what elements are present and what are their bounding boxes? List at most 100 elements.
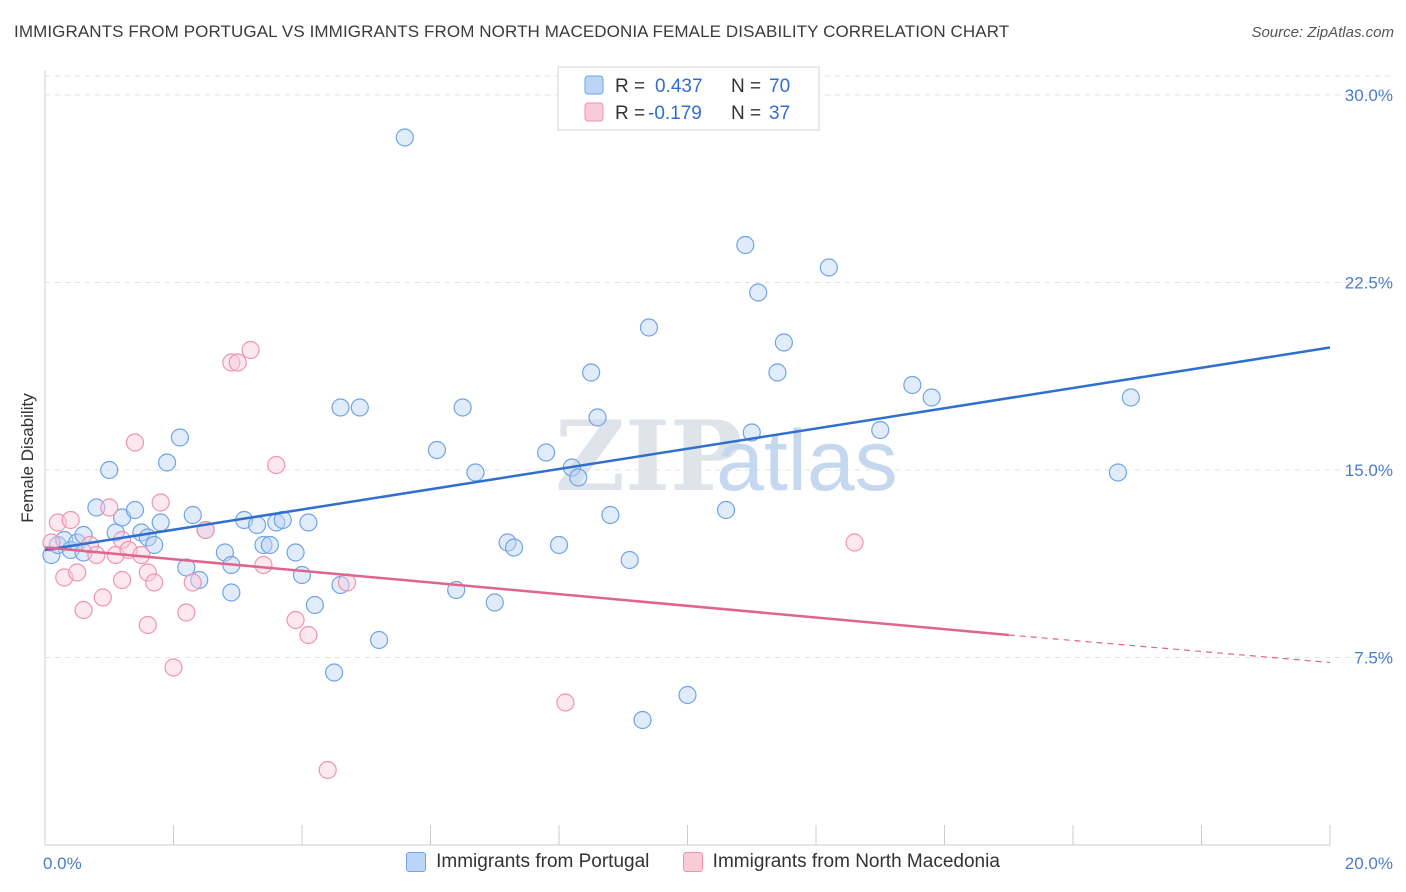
- portugal-point-48: [537, 443, 556, 462]
- portugal-point-64: [774, 333, 793, 352]
- north-macedonia-point-30: [299, 625, 318, 645]
- source-label: Source: ZipAtlas.com: [1251, 24, 1394, 41]
- y-tick-label-3: 30.0%: [1345, 86, 1393, 105]
- north-macedonia-point-12: [112, 570, 132, 590]
- legend-n-value-1: 70: [769, 76, 790, 97]
- north-macedonia-point-28: [267, 455, 286, 475]
- portugal-point-51: [569, 468, 588, 487]
- portugal-point-66: [871, 420, 890, 440]
- x-tick-labels: 0.0% 20.0%: [43, 854, 1393, 873]
- portugal-point-31: [286, 543, 305, 562]
- portugal-point-26: [247, 515, 267, 535]
- y-tick-label-0: 7.5%: [1354, 649, 1393, 668]
- legend-n-value-2: 37: [769, 103, 790, 124]
- legend-r-value-1: 0.437: [655, 76, 703, 97]
- series-portugal-points: [42, 128, 1140, 730]
- north-macedonia-point-20: [164, 658, 183, 677]
- grid-lines: [45, 75, 1395, 658]
- portugal-point-38: [350, 398, 369, 417]
- portugal-point-7: [87, 498, 106, 517]
- portugal-point-19: [183, 505, 202, 525]
- legend-label-north-macedonia: Immigrants from North Macedonia: [712, 851, 1000, 872]
- y-axis-title: Female Disability: [18, 393, 37, 523]
- trend-lines: [44, 346, 1331, 664]
- portugal-point-15: [151, 513, 170, 532]
- portugal-point-33: [299, 513, 318, 532]
- x-tick-label-1: 20.0%: [1345, 854, 1393, 873]
- north-macedonia-point-25: [228, 353, 247, 372]
- north-macedonia-point-5: [74, 600, 93, 620]
- portugal-point-41: [427, 440, 447, 460]
- portugal-point-44: [466, 463, 485, 482]
- portugal-point-47: [504, 538, 524, 557]
- portugal-point-35: [325, 663, 344, 682]
- north-macedonia-point-27: [254, 555, 273, 575]
- north-macedonia-point-3: [61, 510, 80, 530]
- north-macedonia-point-4: [68, 563, 87, 582]
- trend-line-portugal: [44, 346, 1331, 552]
- y-tick-label-2: 22.5%: [1345, 274, 1393, 293]
- legend-swatch-north-macedonia: [584, 102, 604, 122]
- north-macedonia-point-8: [93, 588, 112, 607]
- portugal-point-49: [549, 535, 569, 555]
- portugal-point-14: [145, 535, 164, 555]
- chart-title: IMMIGRANTS FROM PORTUGAL VS IMMIGRANTS F…: [14, 22, 1010, 41]
- portugal-point-24: [222, 583, 241, 602]
- portugal-point-69: [1108, 463, 1128, 482]
- portugal-point-11: [125, 500, 145, 520]
- north-macedonia-point-33: [556, 693, 575, 712]
- portugal-point-8: [100, 460, 119, 480]
- north-macedonia-point-24: [222, 353, 241, 372]
- legend-item-portugal: Immigrants from Portugal: [406, 851, 649, 873]
- portugal-point-52: [582, 363, 601, 382]
- portugal-point-17: [170, 428, 190, 447]
- series-legend: Immigrants from Portugal Immigrants from…: [0, 851, 1406, 878]
- north-macedonia-point-17: [138, 615, 157, 635]
- north-macedonia-point-14: [125, 433, 145, 452]
- north-macedonia-point-18: [145, 573, 164, 592]
- portugal-point-67: [903, 375, 922, 395]
- portugal-point-53: [588, 408, 607, 427]
- x-tick-label-0: 0.0%: [43, 854, 82, 873]
- portugal-point-34: [305, 595, 324, 615]
- portugal-point-39: [370, 630, 389, 650]
- portugal-point-60: [736, 235, 755, 255]
- portugal-point-59: [716, 500, 736, 520]
- portugal-point-9: [106, 523, 125, 542]
- legend-square-portugal: [406, 852, 427, 872]
- portugal-point-68: [922, 388, 941, 407]
- legend-r-value-2: -0.179: [648, 103, 702, 124]
- north-macedonia-point-31: [318, 760, 337, 780]
- north-macedonia-point-7: [87, 545, 106, 565]
- north-macedonia-point-22: [183, 573, 202, 592]
- north-macedonia-point-34: [845, 533, 864, 552]
- portugal-point-36: [331, 398, 350, 417]
- portugal-point-55: [620, 550, 639, 570]
- portugal-point-45: [485, 593, 504, 612]
- trend-line-north-macedonia: [44, 546, 1009, 637]
- legend-item-north-macedonia: Immigrants from North Macedonia: [682, 851, 1000, 873]
- legend-swatch-portugal: [584, 75, 604, 95]
- portugal-point-63: [768, 363, 787, 382]
- portugal-point-16: [157, 453, 177, 472]
- watermark-atlas: atlas: [716, 413, 898, 509]
- y-tick-labels: 7.5% 15.0% 22.5% 30.0%: [1345, 86, 1393, 668]
- portugal-point-27: [254, 535, 273, 555]
- north-macedonia-point-21: [177, 603, 196, 622]
- legend-n-label-1: N =: [731, 76, 761, 97]
- portugal-point-56: [633, 710, 652, 730]
- portugal-point-54: [601, 505, 620, 525]
- north-macedonia-point-9: [100, 498, 119, 517]
- legend-square-north-macedonia: [682, 852, 703, 872]
- series-north-macedonia-points: [42, 340, 864, 780]
- y-tick-label-1: 15.0%: [1345, 461, 1393, 480]
- portugal-point-40: [395, 128, 414, 147]
- north-macedonia-point-26: [241, 340, 260, 360]
- portugal-point-58: [678, 685, 697, 705]
- north-macedonia-point-29: [286, 610, 305, 630]
- portugal-point-57: [639, 318, 659, 337]
- portugal-point-62: [749, 283, 768, 302]
- portugal-point-18: [177, 558, 196, 577]
- axes: [44, 70, 1331, 846]
- portugal-point-65: [819, 258, 838, 277]
